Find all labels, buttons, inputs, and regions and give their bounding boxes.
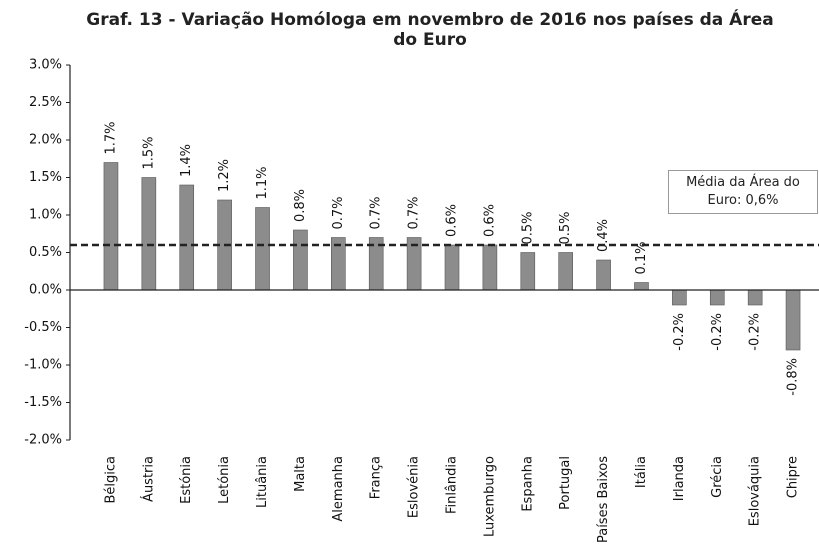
value-label: -0.2% [748,313,763,351]
value-label: 0.5% [520,211,535,244]
x-tick-label: Finlândia [445,456,460,514]
x-tick-label: Luxemburgo [482,456,497,537]
x-tick-label: Alemanha [331,456,346,522]
bar [747,289,763,306]
value-label: 0.8% [293,189,308,222]
value-label: 1.5% [141,136,156,169]
y-tick-label: -1.5% [24,395,62,410]
y-tick-label: 0.5% [29,245,62,260]
y-tick-label: 1.5% [29,170,62,185]
y-tick-label: -2.0% [24,433,62,448]
bar [634,282,649,291]
x-tick-label: Países Baixos [596,456,611,543]
x-tick-label: Irlanda [672,456,687,501]
x-tick-label: Portugal [558,456,573,510]
bar [672,289,687,306]
y-tick-label: 0.0% [29,283,62,298]
y-tick-label: 1.0% [29,208,62,223]
bar [596,259,611,291]
y-tick-label: 2.5% [29,95,62,110]
y-tick-label: 3.0% [29,58,62,73]
y-tick-label: 2.0% [29,133,62,148]
y-tick-label: -0.5% [24,320,62,335]
bar [444,244,460,291]
x-tick-label: Estónia [179,456,194,504]
reference-label: Média da Área do Euro: 0,6% [668,170,818,214]
value-label: 1.7% [103,121,118,154]
bar [709,289,725,306]
bar [179,184,195,291]
value-label: 1.2% [217,159,232,192]
x-tick-label: França [369,456,384,499]
value-label: 0.4% [596,219,611,252]
value-label: 0.7% [331,196,346,229]
bar [255,207,270,291]
bar [482,244,498,291]
x-tick-label: Letónia [217,456,232,504]
x-tick-label: Espanha [520,456,535,512]
bar [293,229,308,291]
bar [785,289,801,351]
y-tick-label: -1.0% [24,358,62,373]
value-label: 1.1% [255,166,270,199]
value-label: 0.6% [445,204,460,237]
x-tick-label: Itália [634,456,649,488]
bar [558,252,573,291]
value-label: -0.8% [786,358,801,396]
value-label: 0.7% [369,196,384,229]
value-label: 0.6% [482,204,497,237]
x-tick-label: Lituânia [255,456,270,508]
value-label: 0.7% [407,196,422,229]
x-tick-label: Grécia [710,456,725,498]
x-tick-label: Áustria [140,456,156,502]
bar [141,177,157,291]
x-tick-label: Eslováquia [748,456,763,526]
x-tick-label: Bélgica [103,456,118,504]
x-tick-label: Chipre [786,456,801,498]
value-label: 0.1% [634,241,649,274]
chart-title: Graf. 13 - Variação Homóloga em novembro… [86,10,774,50]
bar [520,252,536,291]
value-label: -0.2% [710,313,725,351]
value-label: -0.2% [672,313,687,351]
bar [103,162,119,291]
x-tick-label: Malta [293,456,308,492]
x-tick-label: Eslovénia [407,456,422,518]
value-label: 1.4% [179,144,194,177]
value-label: 0.5% [558,211,573,244]
